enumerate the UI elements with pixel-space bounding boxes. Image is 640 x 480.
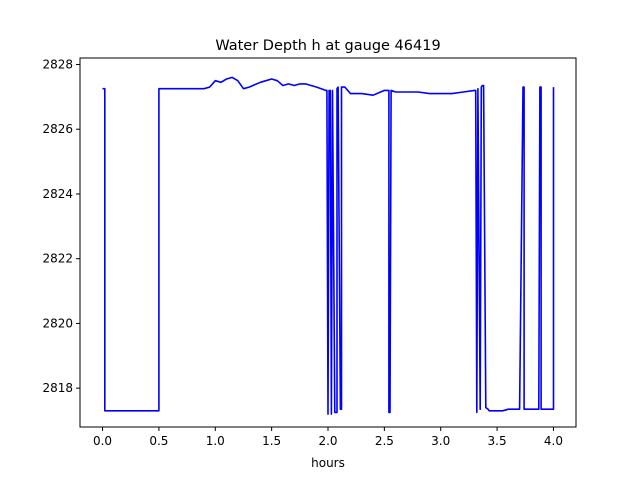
x-tick-label: 1.5	[262, 434, 281, 448]
y-axis-ticks: 2818 2820 2822 2824 2826 2828	[42, 57, 80, 395]
x-axis-label: hours	[311, 456, 345, 470]
x-tick-label: 2.5	[375, 434, 394, 448]
x-tick-label: 3.0	[431, 434, 450, 448]
y-tick-label: 2828	[42, 57, 73, 71]
y-tick-label: 2820	[42, 316, 73, 330]
series-line-0	[102, 76, 555, 415]
y-tick-label: 2822	[42, 252, 73, 266]
chart-title: Water Depth h at gauge 46419	[215, 38, 440, 54]
x-axis-ticks: 0.0 0.5 1.0 1.5 2.0 2.5 3.0 3.5 4.0	[93, 427, 563, 448]
x-tick-label: 0.5	[149, 434, 168, 448]
y-tick-label: 2818	[42, 381, 73, 395]
x-tick-label: 3.5	[488, 434, 507, 448]
plot-lines	[102, 76, 555, 415]
x-tick-label: 2.0	[318, 434, 337, 448]
y-tick-label: 2826	[42, 122, 73, 136]
x-tick-label: 4.0	[544, 434, 563, 448]
y-tick-label: 2824	[42, 187, 73, 201]
x-tick-label: 1.0	[206, 434, 225, 448]
x-tick-label: 0.0	[93, 434, 112, 448]
